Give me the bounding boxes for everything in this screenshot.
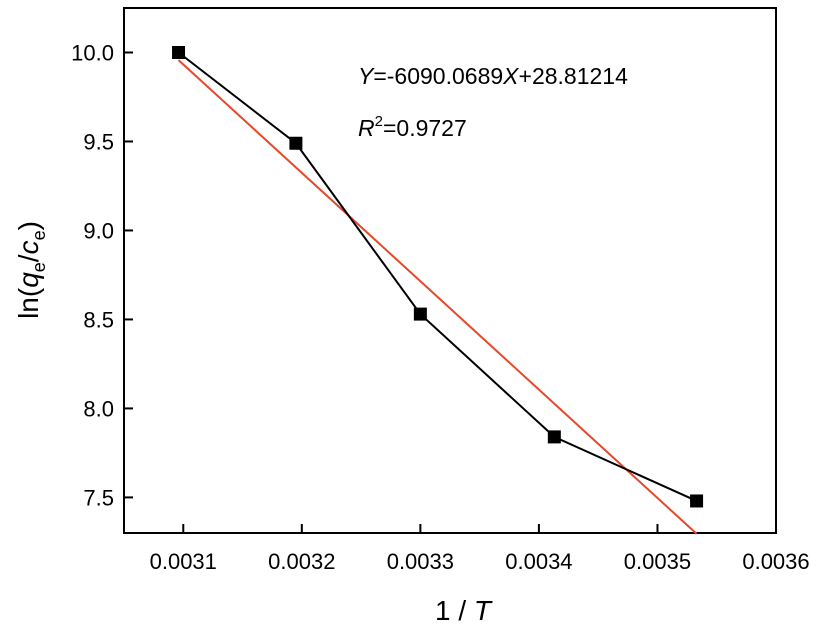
x-tick-label: 0.0033 [387,549,454,574]
data-point [690,494,704,508]
x-tick-label: 0.0036 [742,549,809,574]
x-axis-title: 1 / T [435,595,493,626]
data-point [413,307,427,321]
x-tick-label: 0.0032 [268,549,335,574]
y-tick-label: 9.5 [83,129,114,154]
data-point [289,136,303,150]
plot-frame [123,7,777,534]
data-point [547,430,561,444]
r-squared-annotation: R2=0.9727 [358,113,467,141]
x-tick-label: 0.0034 [505,549,572,574]
x-tick-label: 0.0035 [624,549,691,574]
y-tick-label: 10.0 [71,40,114,65]
equation-annotation: Y=-6090.0689X+28.81214 [358,63,628,89]
y-tick-label: 8.5 [83,307,114,332]
y-axis-title: ln(qe/ce) [13,221,49,319]
y-tick-label: 9.0 [83,218,114,243]
y-axis-ticks: 7.5 8.0 8.5 9.0 9.5 10.0 [71,40,133,510]
data-marks [172,45,704,535]
y-tick-label: 8.0 [83,396,114,421]
x-axis-ticks: 0.0031 0.0032 0.0033 0.0034 0.0035 0.0036 [150,524,810,574]
data-point [172,45,186,59]
x-tick-label: 0.0031 [150,549,217,574]
y-tick-label: 7.5 [83,485,114,510]
fit-line [177,59,698,535]
